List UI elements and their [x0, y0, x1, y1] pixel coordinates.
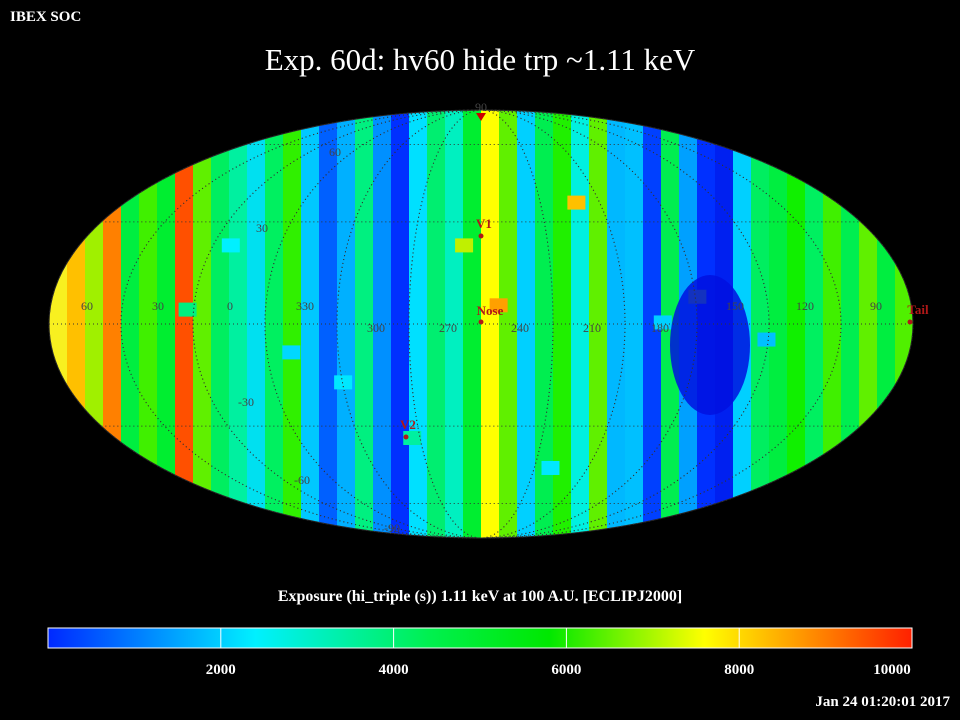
exposure-band [283, 110, 302, 538]
exposure-band [373, 110, 392, 538]
map-title: Exp. 60d: hv60 hide trp ~1.11 keV [264, 42, 696, 77]
exposure-patch [403, 431, 422, 445]
exposure-band [337, 110, 356, 538]
longitude-label: 300 [367, 321, 385, 335]
exposure-band [139, 110, 158, 538]
exposure-minimum [670, 275, 750, 415]
exposure-band [121, 110, 140, 538]
meridian-line [48, 109, 914, 539]
exposure-band [265, 110, 284, 538]
exposure-band [103, 110, 122, 538]
exposure-patch [334, 375, 353, 390]
colorbar-caption: Exposure (hi_triple (s)) 1.11 keV at 100… [277, 588, 683, 605]
longitude-label: 120 [796, 299, 814, 313]
exposure-patch [541, 460, 560, 475]
colorbar-tick-label: 8000 [724, 662, 754, 678]
latitude-label: -90 [384, 521, 400, 535]
longitude-label: 270 [439, 321, 457, 335]
longitude-label: 240 [511, 321, 529, 335]
longitude-label: 60 [81, 299, 93, 313]
exposure-band [175, 110, 194, 538]
exposure-band [607, 110, 626, 538]
exposure-band [769, 110, 788, 538]
exposure-band [463, 110, 482, 538]
exposure-band [157, 110, 176, 538]
exposure-band [193, 110, 212, 538]
org-label: IBEX SOC [10, 9, 82, 25]
longitude-label: 0 [227, 299, 233, 313]
longitude-label: 30 [152, 299, 164, 313]
longitude-label: 90 [870, 299, 882, 313]
exposure-patch [653, 315, 672, 330]
exposure-band [535, 110, 554, 538]
exposure-band [229, 110, 248, 538]
exposure-band [49, 110, 68, 538]
longitude-label: 180 [651, 321, 669, 335]
latitude-label: 90 [475, 100, 487, 114]
latitude-label: 30 [256, 221, 268, 235]
timestamp: Jan 24 01:20:01 2017 [815, 694, 950, 710]
exposure-band [499, 110, 518, 538]
latitude-label: 60 [329, 145, 341, 159]
exposure-band [823, 110, 842, 538]
meridian-line [192, 109, 770, 539]
exposure-band [427, 110, 446, 538]
latitude-label: -60 [294, 473, 310, 487]
exposure-band [571, 110, 590, 538]
colorbar-tick-label: 6000 [551, 662, 581, 678]
exposure-band [517, 110, 536, 538]
exposure-band [877, 110, 896, 538]
exposure-band [247, 110, 266, 538]
marker-label: Nose [477, 303, 504, 318]
longitude-label: 150 [726, 299, 744, 313]
marker-dot [478, 319, 484, 325]
exposure-patch [757, 332, 776, 347]
exposure-band [841, 110, 860, 538]
meridian-line [408, 109, 554, 539]
exposure-band [751, 110, 770, 538]
longitude-label: 330 [296, 299, 314, 313]
markers: V1 Nose V2 Tail [400, 113, 929, 440]
colorbar-tick-label: 4000 [379, 662, 409, 678]
exposure-band [805, 110, 824, 538]
exposure-patch [221, 238, 240, 253]
marker-dot [403, 434, 409, 440]
marker-dot [907, 319, 913, 325]
exposure-band [589, 110, 608, 538]
longitude-label: 210 [583, 321, 601, 335]
marker-label: V2 [400, 417, 416, 432]
colorbar-gradient [47, 627, 913, 649]
exposure-band [85, 110, 104, 538]
marker-dot [478, 233, 484, 239]
marker-label: V1 [476, 216, 492, 231]
exposure-band [445, 110, 464, 538]
exposure-band [643, 110, 662, 538]
colorbar-tick-label: 2000 [206, 662, 236, 678]
exposure-band [625, 110, 644, 538]
exposure-patch [567, 195, 586, 210]
meridian-line [336, 109, 626, 539]
exposure-band [211, 110, 230, 538]
exposure-band [319, 110, 338, 538]
exposure-band [409, 110, 428, 538]
exposure-band [355, 110, 374, 538]
marker-label: Tail [907, 302, 929, 317]
latitude-label: -30 [238, 395, 254, 409]
exposure-band [553, 110, 572, 538]
colorbar-tick-label: 10000 [873, 662, 911, 678]
exposure-patch [455, 238, 474, 253]
exposure-band [787, 110, 806, 538]
meridian-line [120, 109, 842, 539]
exposure-band [301, 110, 320, 538]
exposure-patch [178, 302, 197, 317]
exposure-band [481, 110, 500, 538]
colorbar: 2000 4000 6000 8000 10000 [47, 627, 913, 678]
pole-marker [476, 113, 486, 121]
exposure-patch [489, 298, 508, 313]
exposure-patch [282, 345, 301, 360]
